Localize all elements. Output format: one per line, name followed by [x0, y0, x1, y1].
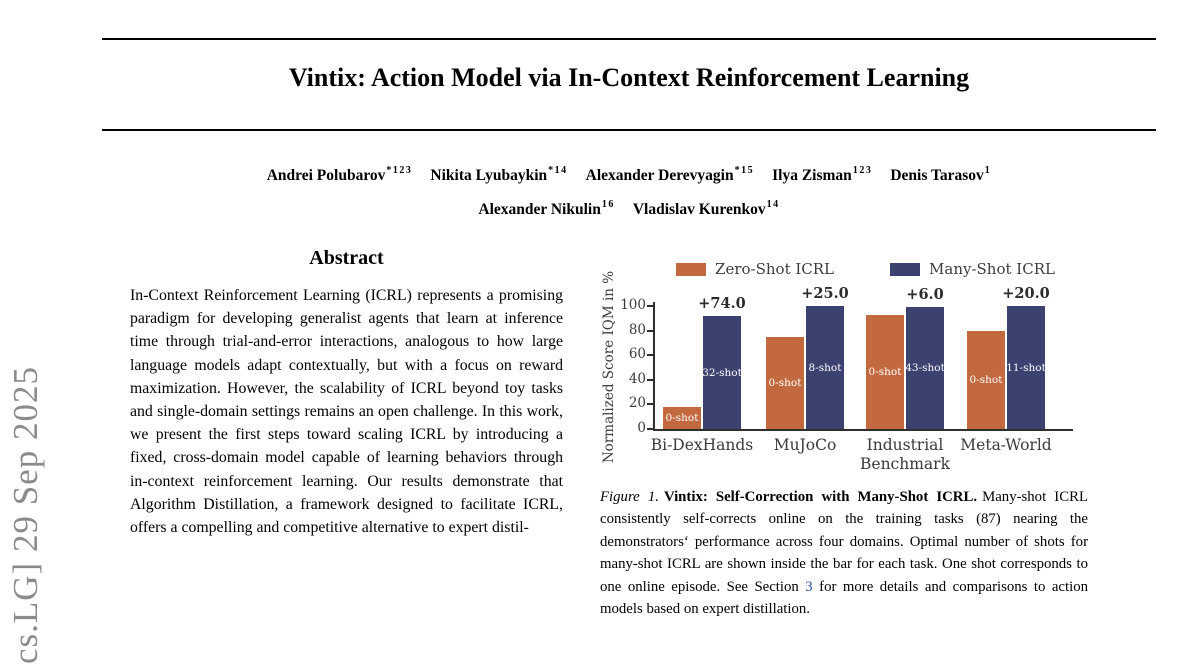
bar-zero-shot-icrl: 0-shot: [766, 337, 804, 429]
x-category-label-line: Bi-DexHands: [650, 436, 754, 454]
y-tick-label: 20: [628, 395, 646, 412]
caption-text-before-link: Many-shot ICRL consistently self-correct…: [600, 489, 1089, 595]
authors-block: Andrei Polubarov*123 Nikita Lyubaykin*14 A…: [102, 157, 1156, 225]
author-superscript: 14: [766, 199, 780, 211]
chart-legend: Zero-Shot ICRL Many-Shot ICRL: [653, 260, 1078, 278]
legend-swatch-icon: [890, 262, 921, 276]
author-name: Alexander Nikulin16: [478, 199, 615, 219]
author-name: Ilya Zisman123: [772, 165, 873, 185]
bar-many-shot-icrl: 32-shot: [702, 316, 742, 429]
bar-shot-label: 0-shot: [969, 374, 1003, 386]
x-category-label-line: Meta-World: [960, 436, 1052, 454]
y-tick-label: 40: [628, 370, 646, 387]
abstract-section: Abstract In-Context Reinforcement Learni…: [130, 247, 563, 539]
x-category-label: Meta-World: [941, 436, 1071, 455]
header-rule-top: [102, 38, 1156, 40]
bar-shot-label: 43-shot: [905, 362, 945, 374]
bar-many-shot-icrl: 43-shot: [905, 307, 945, 429]
x-category-label: Bi-DexHands: [637, 436, 767, 455]
bar-many-shot-icrl: 11-shot: [1006, 306, 1046, 429]
author-superscript: *123: [386, 165, 413, 176]
bar-delta-annotation: +6.0: [906, 286, 944, 304]
author-superscript: *14: [548, 165, 568, 176]
paper-title: Vintix: Action Model via In-Context Rein…: [288, 63, 970, 92]
x-category-label-line: Industrial: [866, 436, 944, 454]
author-name: Nikita Lyubaykin*14: [430, 165, 568, 185]
arxiv-watermark: cs.LG] 29 Sep 2025: [6, 366, 45, 664]
x-category-label: Industrial Benchmark: [840, 436, 970, 474]
header-rule-bottom: [102, 129, 1156, 131]
y-tick-mark: [647, 378, 653, 381]
authors-line-2: Alexander Nikulin16 Vladislav Kurenkov14: [102, 191, 1156, 225]
bar-shot-label: 11-shot: [1006, 361, 1046, 374]
x-axis-spine: [653, 429, 1073, 431]
y-axis-spine: [653, 302, 655, 431]
figure1-chart: Zero-Shot ICRL Many-Shot ICRL Normalized …: [598, 250, 1090, 482]
bar-shot-label: 0-shot: [768, 377, 802, 389]
bar-zero-shot-icrl: 0-shot: [663, 407, 701, 429]
bar-zero-shot-icrl: 0-shot: [967, 331, 1005, 429]
y-tick-mark: [647, 354, 653, 357]
y-tick-mark: [647, 305, 653, 307]
author-name: Vladislav Kurenkov14: [632, 199, 780, 219]
section-3-link[interactable]: 3: [805, 578, 813, 595]
y-tick-mark: [647, 329, 653, 332]
legend-label: Many-Shot ICRL: [929, 260, 1055, 278]
author-name: Denis Tarasov1: [890, 165, 992, 185]
y-tick-label: 0: [637, 420, 646, 436]
legend-label: Zero-Shot ICRL: [715, 260, 835, 278]
caption-bold-title: Vintix: Self-Correction with Many-Shot I…: [663, 489, 978, 505]
figure1-caption: Figure 1. Vintix: Self-Correction with Ma…: [600, 486, 1088, 620]
x-category-label-line: MuJoCo: [773, 436, 837, 454]
y-tick-label: 60: [628, 346, 646, 363]
author-superscript: *15: [734, 165, 755, 176]
author-superscript: 123: [852, 165, 873, 176]
author-name: Alexander Derevyagin*15: [585, 165, 755, 185]
y-tick-mark: [647, 403, 653, 406]
author-superscript: 1: [984, 165, 992, 176]
legend-item-many-shot-icrl: Many-Shot ICRL: [890, 260, 1055, 278]
bar-shot-label: 32-shot: [702, 366, 742, 379]
y-tick-mark: [647, 428, 653, 430]
x-category-label-line: Benchmark: [860, 455, 950, 473]
y-tick-label: 100: [620, 297, 646, 313]
legend-swatch-icon: [676, 262, 707, 276]
author-name: Andrei Polubarov*123: [266, 165, 413, 185]
abstract-text: In-Context Reinforcement Learning (ICRL)…: [130, 287, 563, 537]
abstract-heading: Abstract: [309, 247, 384, 269]
author-superscript: 16: [601, 199, 615, 211]
bar-shot-label: 0-shot: [868, 366, 902, 378]
bar-delta-annotation: +74.0: [698, 294, 746, 312]
authors-line-1: Andrei Polubarov*123 Nikita Lyubaykin*14 A…: [102, 157, 1156, 191]
y-tick-label: 80: [628, 321, 646, 338]
bar-many-shot-icrl: 8-shot: [806, 306, 844, 429]
figure-label: Figure 1.: [600, 489, 659, 505]
bar-shot-label: 0-shot: [665, 412, 699, 424]
bar-zero-shot-icrl: 0-shot: [866, 315, 904, 429]
bar-delta-annotation: +25.0: [801, 285, 849, 302]
legend-item-zero-shot-icrl: Zero-Shot ICRL: [676, 260, 834, 278]
bar-shot-label: 8-shot: [808, 361, 842, 374]
bar-delta-annotation: +20.0: [1002, 285, 1050, 302]
x-category-label: MuJoCo: [740, 436, 870, 455]
caption-text-after-link: for more details and comparisons to acti…: [600, 578, 1089, 618]
